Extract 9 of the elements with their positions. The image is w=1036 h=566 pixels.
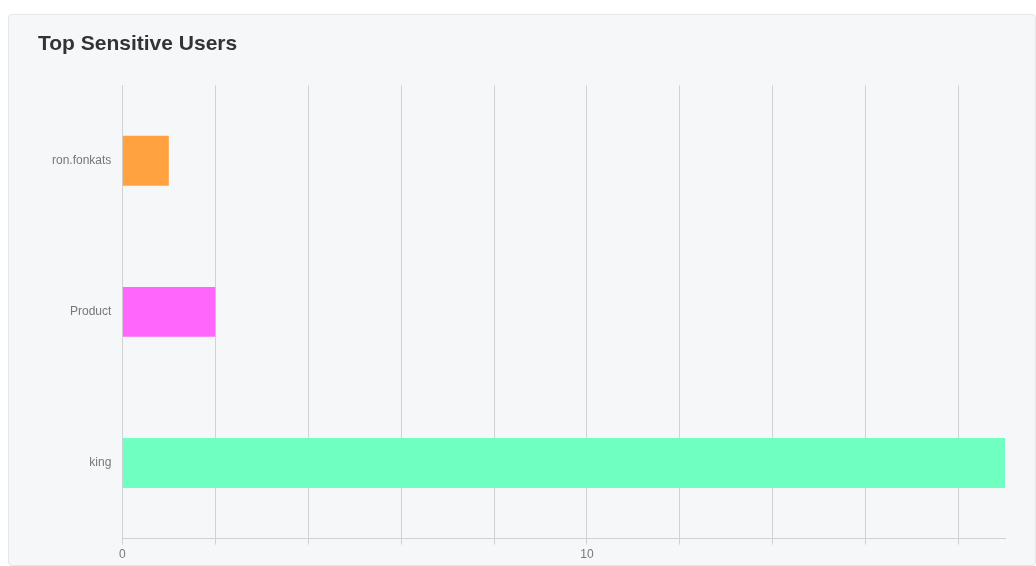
- bar: [122, 438, 1005, 488]
- y-tick-label: king: [89, 455, 112, 470]
- y-tick-label: ron.fonkats: [51, 153, 112, 168]
- x-tick-label: 10: [580, 547, 594, 562]
- bar: [122, 135, 169, 186]
- bar: [122, 286, 216, 337]
- chart-title: Top Sensitive Users: [38, 31, 238, 55]
- x-tick-label: 0: [119, 547, 127, 562]
- y-tick-label: Product: [70, 304, 113, 319]
